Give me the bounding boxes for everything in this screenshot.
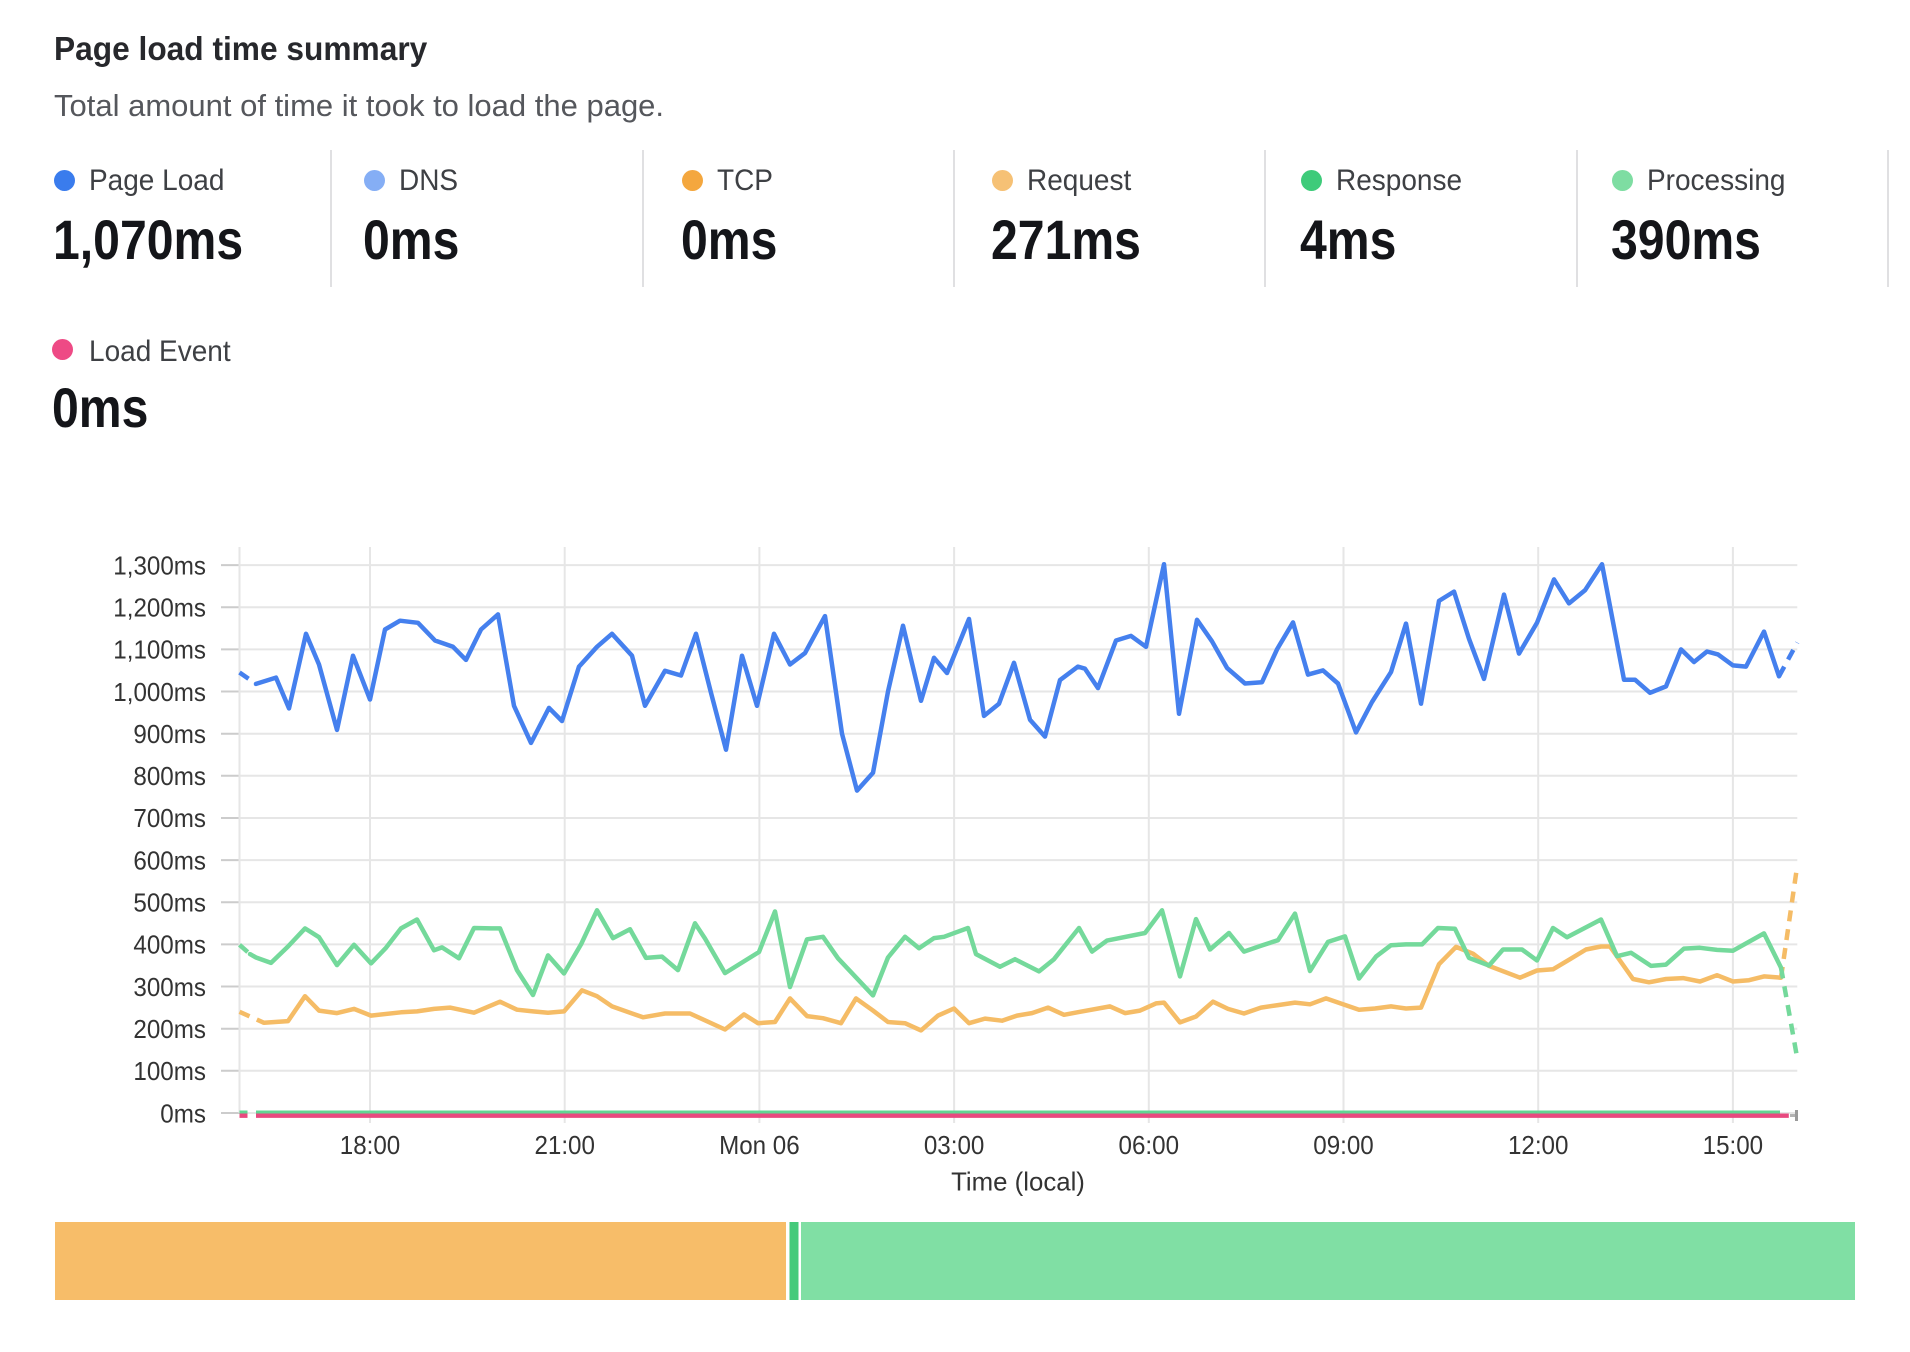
- svg-text:1,000ms: 1,000ms: [113, 677, 206, 707]
- svg-text:800ms: 800ms: [133, 761, 206, 791]
- svg-text:0ms: 0ms: [160, 1098, 206, 1128]
- svg-text:15:00: 15:00: [1703, 1130, 1764, 1160]
- svg-text:Mon 06: Mon 06: [719, 1130, 800, 1160]
- svg-text:09:00: 09:00: [1313, 1130, 1374, 1160]
- svg-text:1,300ms: 1,300ms: [113, 550, 206, 580]
- svg-text:Time (local): Time (local): [951, 1167, 1085, 1197]
- svg-text:03:00: 03:00: [924, 1130, 985, 1160]
- svg-text:1,100ms: 1,100ms: [113, 635, 206, 665]
- svg-text:06:00: 06:00: [1119, 1130, 1180, 1160]
- svg-text:300ms: 300ms: [133, 972, 206, 1002]
- svg-text:1,200ms: 1,200ms: [113, 593, 206, 623]
- svg-text:12:00: 12:00: [1508, 1130, 1569, 1160]
- svg-text:400ms: 400ms: [133, 930, 206, 960]
- svg-text:18:00: 18:00: [340, 1130, 401, 1160]
- svg-text:100ms: 100ms: [133, 1056, 206, 1086]
- svg-text:700ms: 700ms: [133, 803, 206, 833]
- svg-text:200ms: 200ms: [133, 1014, 206, 1044]
- svg-text:600ms: 600ms: [133, 845, 206, 875]
- svg-text:900ms: 900ms: [133, 719, 206, 749]
- svg-text:500ms: 500ms: [133, 888, 206, 918]
- svg-text:21:00: 21:00: [534, 1130, 595, 1160]
